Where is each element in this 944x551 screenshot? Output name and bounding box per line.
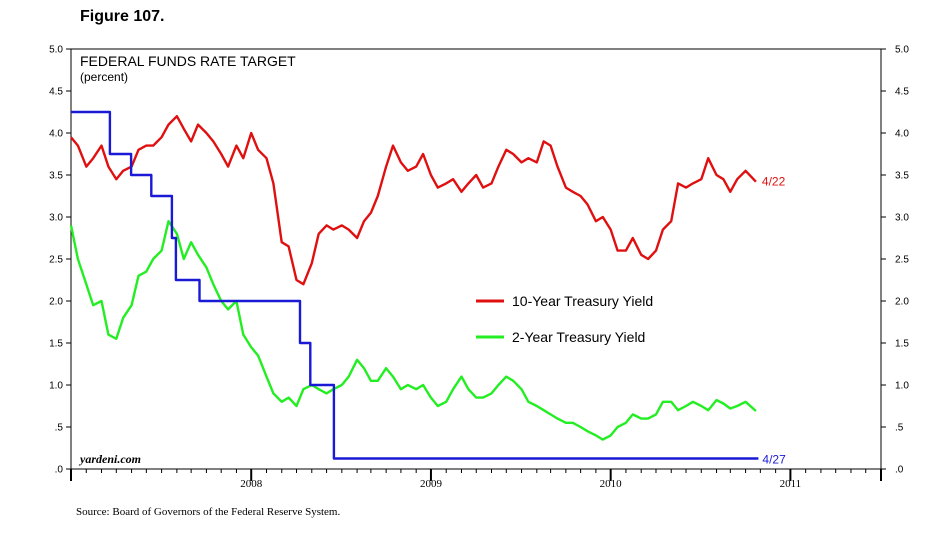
y-tick-label-left: 1.0 bbox=[49, 381, 63, 392]
y-tick-label-left: 2.0 bbox=[49, 297, 63, 308]
y-tick-label-right: 2.0 bbox=[895, 297, 909, 308]
end-labels: 4/22 4/27 bbox=[762, 175, 786, 467]
series-line-ten-year bbox=[70, 115, 757, 286]
y-tick-label-right: 4.0 bbox=[895, 129, 909, 140]
end-label-fed-funds: 4/27 bbox=[762, 453, 786, 467]
y-tick-label-right: 1.0 bbox=[895, 381, 909, 392]
y-tick-label-right: 4.5 bbox=[895, 87, 909, 98]
legend-label: 2-Year Treasury Yield bbox=[512, 329, 645, 345]
y-tick-label-right: 3.5 bbox=[895, 171, 909, 182]
y-tick-label-right: 3.0 bbox=[895, 213, 909, 224]
credit-label: yardeni.com bbox=[78, 452, 141, 466]
y-tick-label-left: 1.5 bbox=[49, 339, 63, 350]
chart-subtitle: (percent) bbox=[80, 70, 128, 84]
figure-title: Figure 107. bbox=[80, 8, 165, 25]
x-year-label: 2011 bbox=[780, 478, 802, 490]
y-tick-label-left: 5.0 bbox=[49, 45, 63, 56]
source-note: Source: Board of Governors of the Federa… bbox=[76, 506, 341, 518]
x-year-label: 2009 bbox=[420, 478, 443, 490]
y-tick-label-right: .0 bbox=[895, 465, 904, 476]
x-year-label: 2008 bbox=[240, 478, 263, 490]
y-tick-label-right: 5.0 bbox=[895, 45, 909, 56]
x-year-label: 2010 bbox=[600, 478, 623, 490]
y-tick-label-left: 4.5 bbox=[49, 87, 63, 98]
y-tick-label-left: .5 bbox=[55, 423, 64, 434]
y-tick-label-left: .0 bbox=[55, 465, 64, 476]
series-line-two-year bbox=[69, 220, 757, 441]
y-tick-label-right: .5 bbox=[895, 423, 904, 434]
y-tick-label-left: 2.5 bbox=[49, 255, 63, 266]
y-tick-label-left: 3.5 bbox=[49, 171, 63, 182]
y-tick-label-right: 2.5 bbox=[895, 255, 909, 266]
series-line-fed-funds bbox=[71, 110, 759, 460]
chart-title: FEDERAL FUNDS RATE TARGET bbox=[80, 53, 296, 69]
plot-frame bbox=[70, 48, 882, 470]
end-label-ten-year: 4/22 bbox=[762, 175, 786, 189]
y-tick-label-left: 4.0 bbox=[49, 129, 63, 140]
legend: 10-Year Treasury Yield 2-Year Treasury Yi… bbox=[476, 293, 653, 345]
y-tick-label-right: 1.5 bbox=[895, 339, 909, 350]
legend-label: 10-Year Treasury Yield bbox=[512, 293, 653, 309]
axes: .0 .0 .5 .5 1.0 1.0 1.5 1.5 2.0 2.0 2.5 2.5 3.0 3.0 3.… bbox=[49, 45, 909, 491]
y-tick-label-left: 3.0 bbox=[49, 213, 63, 224]
series-lines bbox=[69, 110, 759, 460]
